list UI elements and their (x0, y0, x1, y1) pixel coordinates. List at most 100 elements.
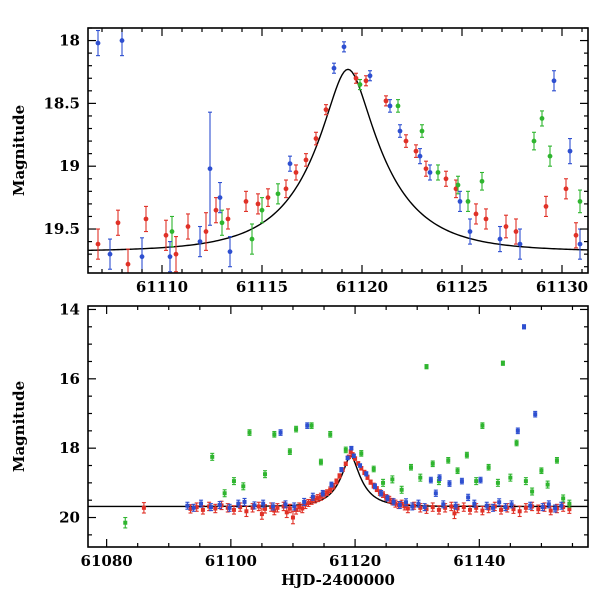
data-point (305, 423, 310, 428)
data-point (528, 503, 533, 508)
data-point (436, 479, 441, 484)
data-point (185, 224, 191, 229)
data-point (303, 502, 308, 507)
data-point (208, 505, 213, 510)
data-point (300, 506, 305, 511)
data-point (236, 501, 241, 506)
data-point (385, 496, 390, 501)
data-point (302, 499, 307, 504)
data-point (480, 508, 485, 513)
data-point (309, 498, 314, 503)
data-point (403, 138, 409, 144)
data-point (278, 430, 283, 435)
data-point (523, 479, 528, 484)
data-point (567, 501, 572, 506)
data-point (309, 423, 314, 428)
bottom-panel: 61080 61100 61120 61140 14 16 18 20 Magnitude HJD… (10, 300, 589, 589)
data-point (446, 458, 451, 463)
data-point (490, 505, 495, 510)
data-point (395, 103, 401, 109)
data-point (359, 466, 364, 471)
data-point (509, 502, 514, 507)
data-point (422, 505, 427, 510)
data-point (427, 170, 433, 175)
data-point (293, 170, 299, 175)
data-point (194, 505, 199, 510)
data-point (242, 499, 247, 504)
data-point (207, 166, 213, 172)
data-point (250, 505, 255, 510)
data-point (272, 508, 277, 513)
data-point (143, 216, 149, 222)
data-point (259, 207, 265, 213)
data-point (345, 455, 350, 460)
data-point (323, 107, 329, 113)
y-tick-label: 20 (59, 509, 80, 527)
y-tick-label: 14 (59, 300, 80, 318)
data-point (359, 451, 364, 456)
data-point (447, 481, 452, 486)
data-point (169, 229, 175, 234)
data-point (247, 430, 252, 435)
y-axis-label: Magnitude (10, 105, 28, 196)
data-point (465, 198, 471, 204)
data-point (559, 503, 564, 508)
panel-frame (87, 27, 589, 274)
data-point (241, 484, 246, 489)
data-point (464, 453, 469, 458)
y-tick-label: 18 (59, 32, 80, 50)
series-blue (95, 28, 583, 273)
data-point (139, 254, 145, 260)
data-point (424, 507, 429, 512)
data-point (467, 507, 472, 512)
data-point (343, 447, 348, 452)
data-point (543, 204, 549, 209)
data-point (351, 453, 356, 458)
data-point (185, 503, 190, 508)
data-point (252, 503, 257, 508)
data-point (227, 249, 233, 255)
data-point (331, 65, 337, 71)
data-point (123, 520, 128, 525)
series-green (169, 78, 583, 255)
data-point (348, 449, 353, 454)
data-point (531, 138, 537, 144)
data-point (404, 500, 409, 505)
data-point (357, 82, 363, 87)
x-tick-label: 61100 (205, 552, 257, 570)
y-tick-label: 19.5 (43, 220, 80, 238)
data-point (455, 506, 460, 511)
data-point (303, 157, 309, 163)
data-point (287, 506, 292, 511)
data-point (365, 475, 370, 480)
y-tick-label: 19 (59, 157, 80, 175)
data-point (523, 505, 528, 510)
data-point (284, 510, 289, 515)
data-point (339, 467, 344, 472)
data-point (119, 38, 125, 43)
data-point (553, 506, 558, 511)
data-point (397, 128, 403, 134)
data-point (163, 232, 169, 238)
data-point (479, 178, 485, 184)
x-tick-label: 61125 (436, 278, 488, 296)
data-point (383, 98, 389, 104)
data-point (424, 364, 429, 369)
top-panel: 61110 61115 61120 61125 61130 18 18.5 19 19.5 Mag… (10, 27, 589, 296)
data-point (231, 479, 236, 484)
panel-frame (87, 305, 589, 548)
x-tick-label: 61120 (336, 278, 388, 296)
data-point (167, 254, 173, 260)
series-red (141, 449, 572, 525)
data-point (95, 40, 101, 46)
data-point (217, 503, 222, 508)
data-point (455, 182, 461, 188)
data-point (455, 468, 460, 473)
x-axis-label: HJD-2400000 (281, 571, 395, 589)
data-point (511, 507, 516, 512)
data-point (315, 496, 320, 501)
data-point (364, 471, 369, 476)
data-point (495, 480, 500, 485)
data-point (423, 166, 429, 172)
